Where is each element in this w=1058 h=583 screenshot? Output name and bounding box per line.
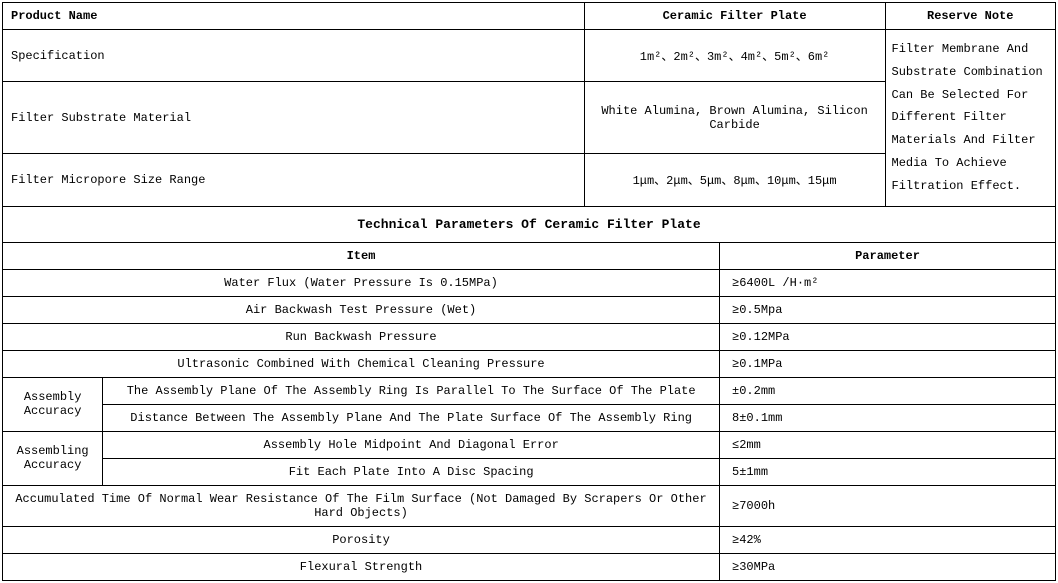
param-cell: ≥7000h: [720, 485, 1056, 526]
table-row: Accumulated Time Of Normal Wear Resistan…: [3, 485, 1056, 526]
spec-value: White Alumina, Brown Alumina, Silicon Ca…: [584, 82, 885, 154]
item-cell: Ultrasonic Combined With Chemical Cleani…: [3, 350, 720, 377]
param-cell: ≥0.1MPa: [720, 350, 1056, 377]
table-row: Ultrasonic Combined With Chemical Cleani…: [3, 350, 1056, 377]
header-reserve-note: Reserve Note: [885, 3, 1056, 30]
spec-label: Specification: [3, 30, 585, 82]
header-parameter: Parameter: [720, 242, 1056, 269]
section-title-row: Technical Parameters Of Ceramic Filter P…: [3, 207, 1056, 243]
item-cell: Distance Between The Assembly Plane And …: [103, 404, 720, 431]
param-cell: 5±1mm: [720, 458, 1056, 485]
spec-label: Filter Substrate Material: [3, 82, 585, 154]
param-cell: ≤2mm: [720, 431, 1056, 458]
group-label: Assembly Accuracy: [3, 377, 103, 431]
header-item: Item: [3, 242, 720, 269]
item-cell: Assembly Hole Midpoint And Diagonal Erro…: [103, 431, 720, 458]
header-product-name: Product Name: [3, 3, 585, 30]
spec-value: 1m²、2m²、3m²、4m²、5m²、6m²: [584, 30, 885, 82]
table-row: Water Flux (Water Pressure Is 0.15MPa) ≥…: [3, 269, 1056, 296]
spec-value: 1μm、2μm、5μm、8μm、10μm、15μm: [584, 154, 885, 206]
item-cell: Air Backwash Test Pressure (Wet): [3, 296, 720, 323]
group-label: Assembling Accuracy: [3, 431, 103, 485]
table-row: Porosity ≥42%: [3, 526, 1056, 553]
tech-header-row: Item Parameter: [3, 242, 1056, 269]
spec-table: Product Name Ceramic Filter Plate Reserv…: [2, 2, 1056, 207]
table-row: Air Backwash Test Pressure (Wet) ≥0.5Mpa: [3, 296, 1056, 323]
item-cell: The Assembly Plane Of The Assembly Ring …: [103, 377, 720, 404]
table-row: Specification 1m²、2m²、3m²、4m²、5m²、6m² Fi…: [3, 30, 1056, 82]
param-cell: ≥0.12MPa: [720, 323, 1056, 350]
param-cell: ≥6400L /H·m²: [720, 269, 1056, 296]
param-cell: ≥30MPa: [720, 553, 1056, 580]
tech-params-table: Technical Parameters Of Ceramic Filter P…: [2, 207, 1056, 581]
param-cell: ±0.2mm: [720, 377, 1056, 404]
item-cell: Water Flux (Water Pressure Is 0.15MPa): [3, 269, 720, 296]
table-row: Run Backwash Pressure ≥0.12MPa: [3, 323, 1056, 350]
table-row: Assembling Accuracy Assembly Hole Midpoi…: [3, 431, 1056, 458]
reserve-note-text: Filter Membrane And Substrate Combinatio…: [885, 30, 1056, 207]
tech-params-title: Technical Parameters Of Ceramic Filter P…: [3, 207, 1056, 243]
param-cell: ≥0.5Mpa: [720, 296, 1056, 323]
item-cell: Fit Each Plate Into A Disc Spacing: [103, 458, 720, 485]
header-ceramic-filter-plate: Ceramic Filter Plate: [584, 3, 885, 30]
spec-label: Filter Micropore Size Range: [3, 154, 585, 206]
item-cell: Accumulated Time Of Normal Wear Resistan…: [3, 485, 720, 526]
table-row: Flexural Strength ≥30MPa: [3, 553, 1056, 580]
item-cell: Run Backwash Pressure: [3, 323, 720, 350]
table-row: Assembly Accuracy The Assembly Plane Of …: [3, 377, 1056, 404]
param-cell: 8±0.1mm: [720, 404, 1056, 431]
item-cell: Flexural Strength: [3, 553, 720, 580]
param-cell: ≥42%: [720, 526, 1056, 553]
table-row: Fit Each Plate Into A Disc Spacing 5±1mm: [3, 458, 1056, 485]
table-row: Distance Between The Assembly Plane And …: [3, 404, 1056, 431]
item-cell: Porosity: [3, 526, 720, 553]
table-header-row: Product Name Ceramic Filter Plate Reserv…: [3, 3, 1056, 30]
